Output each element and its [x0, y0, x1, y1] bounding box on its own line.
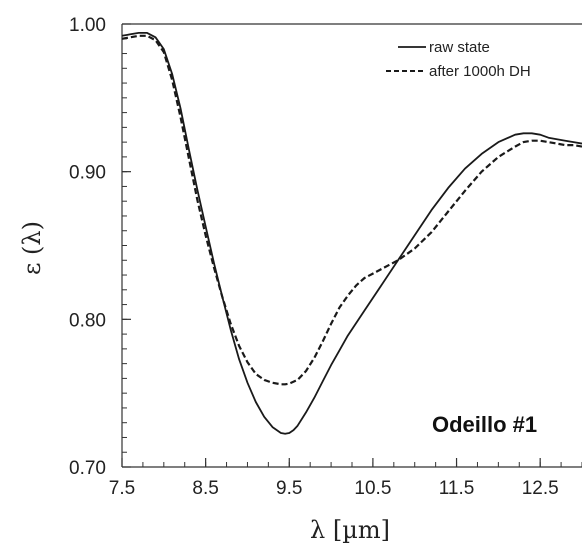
legend-label-after-dh: after 1000h DH: [429, 63, 531, 80]
x-tick-label: 8.5: [192, 478, 218, 499]
x-axis-title: λ [µm]: [310, 516, 390, 544]
y-tick-label: 0.90: [69, 163, 106, 184]
y-tick-label: 0.70: [69, 458, 106, 479]
y-tick-label: 0.80: [69, 310, 106, 331]
x-tick-label: 9.5: [276, 478, 302, 499]
series-line-raw-state: [121, 32, 582, 435]
sample-annotation: Odeillo #1: [432, 412, 537, 437]
chart-axes: [121, 23, 582, 468]
x-tick-label: 7.5: [109, 478, 135, 499]
x-tick-label: 10.5: [354, 478, 391, 499]
chart-legend: raw state after 1000h DH: [386, 39, 531, 80]
y-tick-label: 1.00: [69, 15, 106, 36]
legend-label-raw-state: raw state: [429, 39, 490, 56]
x-tick-label: 11.5: [439, 478, 475, 499]
x-tick-label: 12.5: [522, 478, 559, 499]
y-axis-title: ε (λ): [18, 221, 46, 275]
chart-ticks: 7.5 8.5 9.5 10.5 11.5 12.5 0.70 0.80 0.90 1.00: [69, 15, 582, 499]
series-line-after-dh: [121, 34, 582, 386]
chart-series: [121, 32, 582, 435]
